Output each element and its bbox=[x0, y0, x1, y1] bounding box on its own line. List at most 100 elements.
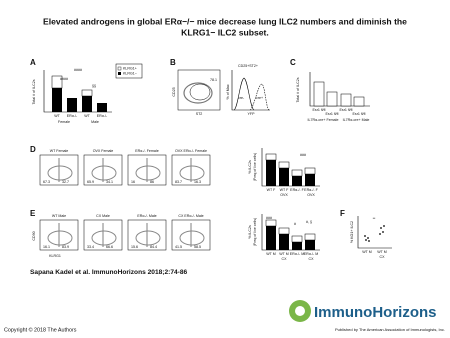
logo: ImmunoHorizons Published by The American… bbox=[289, 300, 445, 332]
x-label: WT M bbox=[266, 252, 276, 256]
bar bbox=[305, 240, 315, 250]
gate-value: 78.1 bbox=[210, 78, 217, 82]
quadrant-value: 32.7 bbox=[62, 180, 69, 184]
legend-label: KLRG1− bbox=[123, 71, 137, 75]
bar bbox=[304, 233, 316, 241]
x-label: ERα-/- M bbox=[290, 252, 304, 256]
bar bbox=[265, 219, 277, 227]
hist-label: cre- bbox=[238, 96, 245, 100]
sub-label: OVX bbox=[280, 193, 288, 197]
bar bbox=[266, 226, 276, 250]
bar bbox=[266, 160, 276, 186]
axis-label: % of Max bbox=[226, 84, 230, 99]
plot-title: OVX ERα-/- Female bbox=[175, 149, 207, 153]
significance: # bbox=[294, 222, 296, 226]
population bbox=[135, 230, 161, 246]
axis-label: (Freq of live cells) bbox=[253, 153, 257, 181]
title-line: Elevated androgens in global ERα−/− mice… bbox=[43, 16, 407, 26]
x-label: ERα-/- bbox=[97, 114, 108, 118]
quadrant-value: 15.6 bbox=[131, 245, 138, 249]
significance: #### bbox=[60, 77, 68, 81]
bar bbox=[292, 176, 302, 186]
legend-swatch bbox=[118, 72, 121, 75]
x-label: ERα-/- M bbox=[304, 252, 318, 256]
quadrant-value: 16.3 bbox=[194, 180, 201, 184]
quadrant-value: 86 bbox=[150, 180, 154, 184]
bar bbox=[304, 167, 316, 175]
bar bbox=[81, 89, 93, 97]
bar bbox=[313, 81, 325, 107]
plot-title: OVX Female bbox=[93, 149, 114, 153]
logo-tagline: Published by The American Association of… bbox=[335, 327, 445, 332]
legend bbox=[115, 63, 143, 79]
bar bbox=[340, 93, 352, 107]
axis-label: % ILC2s bbox=[248, 225, 252, 239]
logo-name: ImmunoHorizons bbox=[314, 304, 437, 321]
bar bbox=[265, 153, 277, 161]
plot-title: ERα-/- Female bbox=[135, 149, 158, 153]
quadrant-value: 83.7 bbox=[175, 180, 182, 184]
panel-letter: A bbox=[30, 58, 36, 67]
bar bbox=[279, 168, 289, 186]
quadrant-value: 16 bbox=[131, 180, 135, 184]
x-label: ERα-/- F bbox=[304, 188, 318, 192]
axis-label: KLRG1 bbox=[49, 254, 61, 258]
significance: #, § bbox=[306, 220, 312, 224]
quadrant-value: 66.6 bbox=[106, 245, 113, 249]
sub-label: CX bbox=[282, 257, 288, 261]
axis-label: % KO1+ ILC2 bbox=[350, 221, 354, 243]
population bbox=[179, 165, 205, 181]
quadrant-value: 67.3 bbox=[43, 180, 50, 184]
x-label: WT M bbox=[377, 250, 387, 254]
bar bbox=[326, 91, 338, 107]
citation: Sapana Kadel et al. ImmunoHorizons 2018;… bbox=[30, 269, 188, 276]
plot-title: CX Male bbox=[96, 214, 110, 218]
bar bbox=[291, 235, 303, 243]
axis-label: CD25 bbox=[172, 87, 176, 96]
x-label: ERα-/- bbox=[67, 114, 78, 118]
copyright: Copyright © 2018 The Authors bbox=[4, 326, 77, 333]
group-label: IL7Rα-cre+ Female bbox=[308, 118, 339, 122]
quadrant-value: 34.1 bbox=[106, 180, 113, 184]
plot-title: WT Male bbox=[52, 214, 66, 218]
plot-title: CX ERα-/- Male bbox=[178, 214, 203, 218]
significance: ### bbox=[300, 153, 306, 157]
significance: ### bbox=[266, 216, 272, 220]
panel-letter: B bbox=[170, 58, 176, 67]
bar bbox=[279, 234, 289, 250]
plot-title: WT Female bbox=[50, 149, 69, 153]
axes bbox=[357, 216, 392, 249]
axis-label: CD90 bbox=[32, 231, 36, 240]
legend-label: KLRG1+ bbox=[123, 66, 137, 70]
axis-label: ST2 bbox=[196, 112, 203, 116]
x-label: Esr1 fl/fl bbox=[313, 108, 326, 112]
x-label: WT bbox=[84, 114, 90, 118]
panel-letter: C bbox=[290, 58, 296, 67]
quadrant-value: 65.9 bbox=[87, 180, 94, 184]
quadrant-value: 83.9 bbox=[62, 245, 69, 249]
plot-title: ERα-/- Male bbox=[137, 214, 156, 218]
quadrant-value: 16.1 bbox=[43, 245, 50, 249]
bar bbox=[278, 161, 290, 169]
quadrant-value: 84.4 bbox=[150, 245, 157, 249]
bar bbox=[97, 103, 107, 112]
significance: ** bbox=[373, 217, 376, 221]
x-label: Esr1 fl/fl bbox=[340, 108, 353, 112]
population bbox=[179, 230, 205, 246]
dots bbox=[364, 225, 385, 242]
bar bbox=[291, 169, 303, 177]
group-label: Female bbox=[58, 120, 70, 124]
panel-letter: F bbox=[340, 209, 345, 218]
population bbox=[183, 82, 213, 104]
axes bbox=[231, 70, 270, 111]
axis-label: Total # of ILC2s bbox=[296, 77, 300, 102]
hist-title: CD25+ST2+ bbox=[238, 64, 258, 68]
x-label: WT M bbox=[279, 252, 289, 256]
population bbox=[47, 165, 73, 181]
title-line: KLRG1− ILC2 subset. bbox=[181, 27, 269, 37]
axis-label: % ILC2s bbox=[248, 160, 252, 174]
significance: #### bbox=[74, 68, 82, 72]
hist-label: cre+ bbox=[256, 96, 263, 100]
bar bbox=[353, 96, 365, 107]
population bbox=[135, 165, 161, 181]
